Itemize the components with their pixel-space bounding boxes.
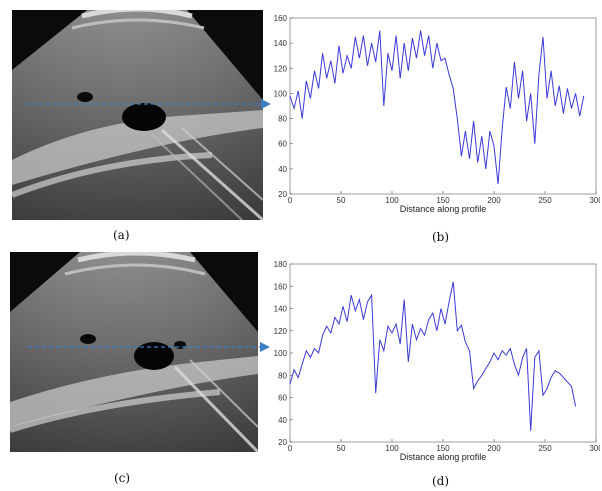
y-tick-label: 60 [278, 394, 287, 403]
plot-frame [289, 263, 597, 443]
x-tick-label: 150 [436, 196, 450, 205]
x-axis-label: Distance along profile [400, 204, 487, 214]
y-tick-label: 80 [278, 115, 287, 124]
y-tick-label: 80 [278, 371, 287, 380]
profile-arrow-a [25, 99, 271, 109]
profile-line [289, 30, 585, 184]
x-tick-label: 250 [538, 444, 552, 453]
y-tick-label: 40 [278, 416, 287, 425]
y-tick-label: 100 [274, 89, 288, 98]
x-tick-label: 50 [337, 444, 346, 453]
y-tick-label: 140 [274, 305, 288, 314]
x-tick-label: 300 [589, 196, 600, 205]
y-tick-label: 120 [274, 64, 288, 73]
x-tick-label: 0 [288, 196, 293, 205]
x-axis-label: Distance along profile [400, 452, 487, 462]
x-tick-label: 150 [436, 444, 450, 453]
y-tick-label: 20 [278, 438, 287, 447]
y-tick-label: 160 [274, 282, 288, 291]
y-tick-label: 140 [274, 39, 288, 48]
x-tick-label: 0 [288, 444, 293, 453]
x-tick-label: 300 [589, 444, 600, 453]
y-tick-label: 100 [274, 349, 288, 358]
x-tick-label: 100 [385, 444, 399, 453]
plot-frame [289, 17, 597, 195]
y-tick-label: 160 [274, 14, 288, 23]
ultrasound-image-c [10, 252, 258, 452]
caption-d: (d) [432, 474, 450, 488]
y-tick-label: 60 [278, 140, 287, 149]
x-tick-label: 100 [385, 196, 399, 205]
intensity-profile-chart-b: 0 50 100 150 200 250 300 20 40 60 80 100 120 140 160 Di… [274, 14, 600, 214]
caption-a: (a) [113, 228, 130, 242]
x-tick-label: 200 [487, 196, 501, 205]
x-tick-label: 200 [487, 444, 501, 453]
ultrasound-image-a [12, 10, 263, 220]
caption-c: (c) [114, 471, 131, 485]
profile-arrow-c [28, 342, 270, 352]
y-tick-label: 40 [278, 165, 287, 174]
x-tick-label: 50 [337, 196, 346, 205]
caption-b: (b) [432, 230, 450, 244]
intensity-profile-chart-d: 0 50 100 150 200 250 300 20 40 60 80 100 120 140 160 18… [274, 260, 600, 462]
profile-line [289, 281, 577, 431]
y-tick-label: 120 [274, 327, 288, 336]
y-tick-label: 20 [278, 190, 287, 199]
x-tick-label: 250 [538, 196, 552, 205]
y-tick-label: 180 [274, 260, 288, 269]
